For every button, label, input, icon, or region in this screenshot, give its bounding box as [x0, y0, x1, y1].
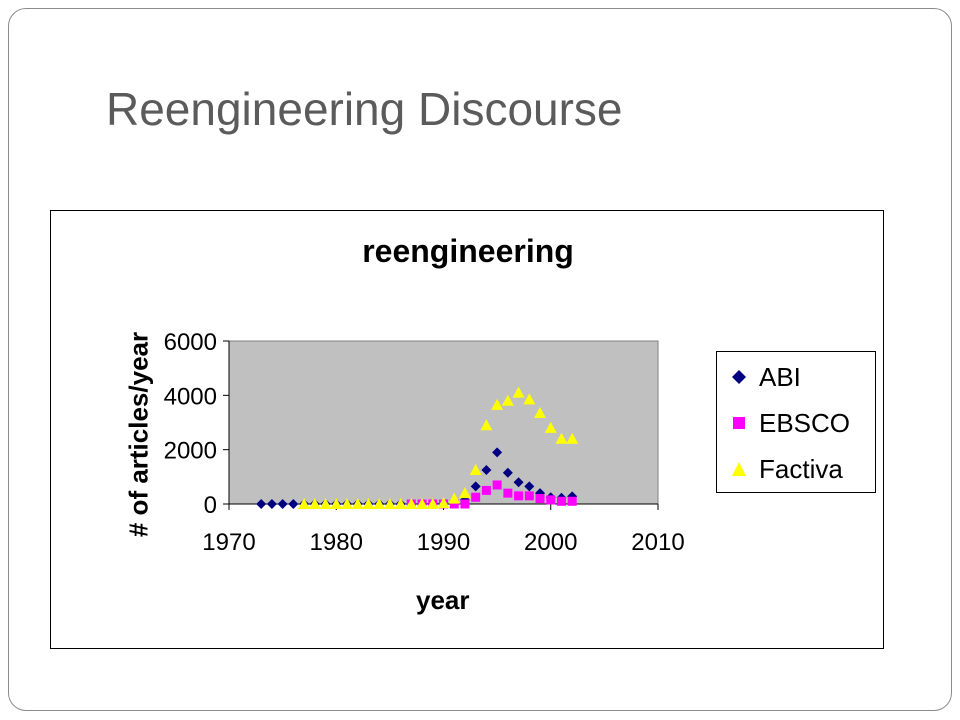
point-factiva: [426, 498, 439, 509]
point-factiva: [458, 487, 471, 499]
point-factiva: [298, 498, 311, 509]
triangle-icon: [732, 462, 746, 476]
point-factiva: [555, 432, 568, 444]
chart-legend: ABI EBSCO Factiva: [716, 351, 876, 493]
point-ebsco: [503, 488, 513, 498]
point-factiva: [362, 498, 375, 509]
point-ebsco: [481, 485, 491, 495]
point-factiva: [416, 498, 429, 509]
y-axis-title: # of articles/year: [123, 331, 154, 538]
x-tick-label: 1990: [417, 529, 470, 556]
slide-title: Reengineering Discourse: [106, 83, 623, 135]
point-abi: [288, 499, 299, 509]
point-ebsco: [471, 492, 481, 502]
point-abi: [277, 499, 288, 509]
chart-title: reengineering: [362, 233, 574, 269]
x-tick-label: 1980: [310, 529, 363, 556]
point-factiva: [491, 398, 504, 410]
point-factiva: [394, 498, 407, 509]
square-icon: [733, 417, 745, 429]
point-ebsco: [556, 496, 566, 506]
point-ebsco: [535, 494, 545, 504]
point-factiva: [308, 498, 321, 509]
point-factiva: [523, 393, 536, 405]
point-factiva: [405, 498, 418, 509]
x-tick-label: 1970: [202, 529, 255, 556]
point-factiva: [534, 406, 547, 418]
point-factiva: [437, 497, 450, 509]
chart-plot-svg: 0 2000 4000 6000 1970 1980 1990 2000 2010: [164, 329, 685, 556]
point-factiva: [544, 421, 557, 433]
point-factiva: [383, 498, 396, 509]
point-abi: [492, 447, 503, 458]
point-ebsco: [492, 480, 502, 490]
point-factiva: [351, 498, 364, 509]
point-factiva: [373, 498, 386, 509]
point-abi: [481, 465, 492, 476]
legend-label-factiva: Factiva: [759, 453, 843, 484]
point-ebsco: [449, 499, 459, 509]
y-tick-label: 2000: [164, 438, 217, 465]
x-tick-label: 2000: [524, 529, 577, 556]
legend-item-factiva: Factiva: [731, 452, 843, 486]
legend-label-ebsco: EBSCO: [759, 407, 851, 438]
point-factiva: [501, 394, 514, 406]
point-factiva: [319, 498, 332, 509]
point-factiva: [330, 498, 343, 509]
legend-label-abi: ABI: [759, 361, 801, 392]
y-tick-label: 0: [204, 492, 217, 519]
legend-item-abi: ABI: [731, 360, 801, 394]
point-factiva: [480, 419, 493, 431]
point-factiva: [566, 432, 579, 444]
chart-area: 0 2000 4000 6000 1970 1980 1990 2000 2010 reengi…: [50, 210, 884, 649]
point-factiva: [512, 386, 525, 398]
x-tick-label: 2010: [631, 529, 684, 556]
point-abi: [256, 499, 267, 509]
point-factiva: [340, 498, 353, 509]
point-factiva: [448, 492, 461, 504]
y-tick-label: 6000: [164, 329, 217, 356]
point-abi: [524, 481, 535, 492]
point-ebsco: [514, 491, 524, 501]
point-ebsco: [524, 491, 534, 501]
point-abi: [513, 477, 524, 488]
legend-item-ebsco: EBSCO: [731, 406, 850, 440]
point-abi: [470, 481, 481, 492]
point-ebsco: [567, 496, 577, 506]
point-abi: [502, 467, 513, 478]
y-tick-label: 4000: [164, 383, 217, 410]
point-abi: [266, 499, 277, 509]
plot-area-background: [228, 340, 659, 505]
point-ebsco: [546, 495, 556, 505]
diamond-icon: [732, 370, 746, 384]
point-factiva: [469, 464, 482, 476]
x-axis-title: year: [416, 585, 470, 615]
point-ebsco: [460, 499, 470, 509]
